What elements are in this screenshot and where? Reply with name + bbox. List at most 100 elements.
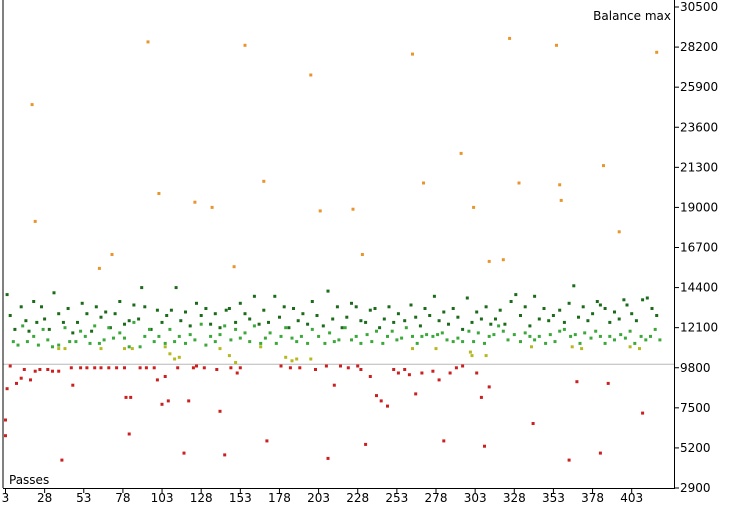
y-tick-label: 9800 (680, 361, 711, 375)
data-point (25, 340, 29, 344)
data-point (234, 320, 238, 324)
data-point (296, 319, 300, 323)
data-point (259, 345, 263, 349)
data-point (442, 310, 446, 314)
data-point (213, 312, 217, 316)
data-point (157, 334, 161, 338)
data-point (487, 334, 491, 338)
data-point (451, 307, 455, 310)
data-point (356, 364, 360, 368)
data-point (129, 395, 133, 399)
y-tick-label: 12100 (680, 321, 718, 335)
data-point (279, 334, 283, 338)
data-point (224, 308, 228, 312)
data-point (418, 324, 422, 328)
data-point (375, 329, 378, 333)
y-tick-label: 25900 (680, 80, 718, 94)
data-point (137, 317, 141, 321)
data-point (234, 327, 238, 331)
data-point (57, 347, 61, 351)
data-point (411, 52, 414, 56)
x-tick-label: 353 (542, 491, 565, 505)
data-point (252, 324, 256, 328)
data-point (51, 345, 54, 349)
data-point (107, 366, 111, 370)
data-point (169, 308, 173, 312)
data-point (290, 336, 294, 340)
data-point (400, 336, 404, 340)
data-point (553, 340, 557, 344)
data-point (354, 305, 358, 309)
y-tick-label: 30500 (680, 0, 718, 14)
data-point (483, 444, 486, 448)
axis-layer: 30500 28200 25900 23600 21300 19000 16700 14400… (2, 0, 718, 505)
data-point (641, 411, 645, 415)
data-point (378, 326, 382, 330)
data-point (263, 336, 267, 340)
data-point (623, 336, 627, 340)
data-point (415, 341, 419, 345)
data-point (598, 451, 602, 455)
data-point (298, 366, 302, 370)
data-point (492, 333, 496, 337)
data-point (223, 324, 227, 328)
data-point (558, 308, 562, 312)
data-point (278, 315, 281, 319)
data-point (184, 310, 187, 314)
x-tick-label: 128 (190, 491, 213, 505)
data-point (19, 305, 23, 309)
data-point (472, 205, 476, 209)
data-point (447, 322, 450, 326)
data-point (160, 320, 164, 324)
data-point (479, 395, 483, 399)
data-point (66, 307, 70, 310)
data-point (428, 314, 432, 317)
data-point (76, 320, 79, 324)
data-point (595, 300, 599, 303)
data-point (232, 265, 236, 269)
data-point (243, 43, 247, 47)
data-point (227, 307, 231, 310)
data-point (292, 307, 295, 310)
data-point (649, 334, 652, 338)
data-point (437, 378, 441, 382)
data-point (328, 331, 332, 335)
data-point (57, 312, 61, 316)
data-point (335, 305, 339, 309)
data-point (282, 305, 286, 309)
data-point (567, 458, 571, 462)
x-tick-label: 378 (581, 491, 604, 505)
data-point (132, 320, 136, 324)
data-point (4, 418, 7, 422)
series-red (4, 364, 645, 462)
data-point (602, 164, 605, 168)
data-point (306, 322, 310, 326)
data-point (373, 307, 377, 310)
data-point (79, 366, 83, 370)
data-point (489, 322, 493, 326)
data-point (38, 368, 42, 371)
data-point (199, 314, 203, 317)
data-point (562, 327, 566, 331)
series-green (11, 320, 662, 349)
data-point (68, 340, 72, 344)
data-point (143, 305, 147, 309)
data-point (252, 294, 256, 298)
data-point (396, 371, 400, 375)
data-point (107, 326, 111, 330)
data-point (195, 301, 198, 305)
data-point (422, 181, 425, 185)
data-point (163, 341, 167, 345)
data-point (213, 340, 217, 344)
data-point (475, 310, 479, 314)
data-point (295, 340, 299, 344)
data-point (138, 345, 142, 349)
data-point (606, 381, 610, 385)
data-point (558, 329, 562, 333)
data-point (248, 340, 252, 344)
data-point (645, 296, 649, 300)
data-point (370, 340, 374, 344)
data-point (168, 327, 172, 331)
data-point (572, 284, 576, 288)
data-point (112, 336, 115, 340)
